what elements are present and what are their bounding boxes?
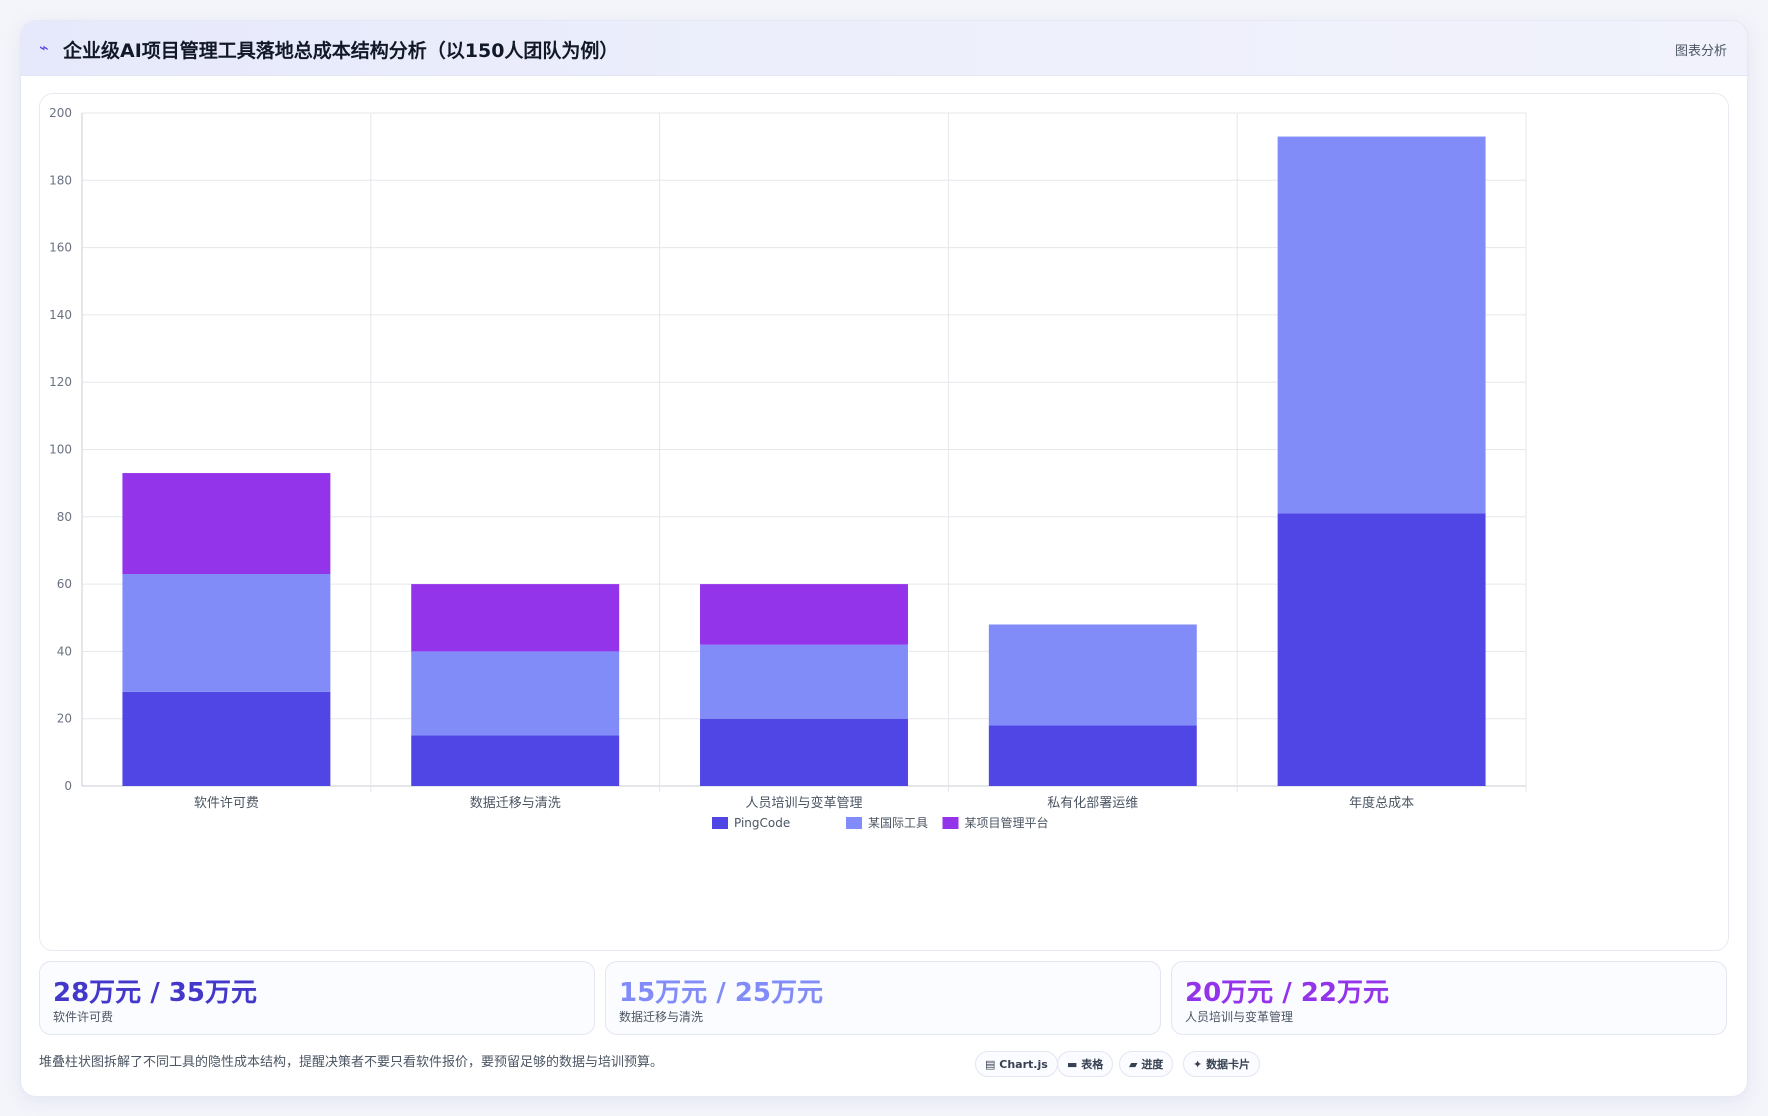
bar-segment [700, 718, 908, 786]
stat-value: 28万元 / 35万元 [53, 978, 257, 1008]
stat-card-migration: 15万元 / 25万元 数据迁移与清洗 [605, 961, 1161, 1035]
chart-icon: ▤ [985, 1058, 996, 1071]
bar-segment [122, 691, 331, 786]
legend-swatch [712, 817, 728, 829]
bar-segment [1277, 513, 1486, 786]
stat-card-license: 28万元 / 35万元 软件许可费 [39, 961, 595, 1035]
stat-label: 数据迁移与清洗 [619, 1010, 704, 1024]
bar-segment [411, 651, 620, 736]
x-tick-label: 私有化部署运维 [1047, 796, 1138, 811]
bar-segment [700, 644, 908, 719]
bar-segment [1277, 136, 1486, 514]
chart-analysis-link[interactable]: 图表分析 [1674, 44, 1727, 59]
bar-segment [122, 574, 331, 692]
chip-data-card[interactable]: ✦ 数据卡片 [1183, 1051, 1261, 1077]
footer-note: 堆叠柱状图拆解了不同工具的隐性成本结构，提醒决策者不要只看软件报价，要预留足够的… [39, 1055, 664, 1070]
chip-table[interactable]: ▬ 表格 [1057, 1051, 1114, 1077]
sparkle-icon: ✦ [1193, 1058, 1203, 1071]
card-header: ⌁ 企业级AI项目管理工具落地总成本结构分析（以150人团队为例） 图表分析 [21, 21, 1747, 76]
stat-value: 20万元 / 22万元 [1185, 978, 1389, 1008]
y-tick-label: 40 [57, 644, 72, 658]
y-tick-label: 100 [49, 443, 72, 457]
chip-chartjs[interactable]: ▤ Chart.js [975, 1051, 1058, 1077]
stat-label: 软件许可费 [53, 1010, 114, 1024]
chip-label: Chart.js [999, 1058, 1048, 1071]
chip-label: 表格 [1081, 1058, 1104, 1071]
legend-swatch [942, 817, 959, 829]
x-tick-label: 软件许可费 [194, 796, 259, 811]
chart-panel: 0 20 40 60 80 100 120 140 160 180 200 软件许可费 数据迁移与清洗 人… [39, 93, 1729, 951]
y-tick-label: 80 [57, 510, 72, 524]
bar-segment [411, 584, 620, 652]
trend-icon: ⌁ [39, 38, 49, 57]
bar-segment [700, 584, 908, 645]
stat-value: 15万元 / 25万元 [619, 978, 823, 1008]
stat-label: 人员培训与变革管理 [1185, 1010, 1294, 1024]
chip-label: 数据卡片 [1206, 1058, 1251, 1071]
bar-segment [988, 624, 1197, 726]
table-icon: ▬ [1067, 1058, 1078, 1071]
chart-card: ⌁ 企业级AI项目管理工具落地总成本结构分析（以150人团队为例） 图表分析 0… [20, 20, 1748, 1097]
y-tick-label: 60 [57, 577, 72, 591]
chip-progress[interactable]: ▰ 进度 [1119, 1051, 1174, 1077]
stat-card-training: 20万元 / 22万元 人员培训与变革管理 [1171, 961, 1727, 1035]
x-tick-label: 人员培训与变革管理 [745, 795, 862, 811]
y-tick-label: 180 [49, 173, 72, 187]
y-tick-label: 140 [49, 308, 72, 322]
x-tick-label: 数据迁移与清洗 [470, 796, 561, 811]
legend-label: 某国际工具 [868, 816, 928, 830]
y-tick-label: 200 [49, 106, 72, 120]
legend-label: 某项目管理平台 [965, 815, 1049, 830]
y-tick-label: 20 [57, 712, 72, 726]
y-tick-label: 0 [64, 779, 72, 793]
x-tick-label: 年度总成本 [1349, 795, 1414, 811]
y-tick-label: 120 [49, 375, 72, 389]
page-title: 企业级AI项目管理工具落地总成本结构分析（以150人团队为例） [63, 40, 619, 62]
bar-segment [411, 735, 620, 786]
legend-label: PingCode [734, 816, 790, 830]
chip-label: 进度 [1141, 1058, 1164, 1071]
bar-segment [122, 473, 331, 575]
progress-icon: ▰ [1129, 1058, 1138, 1071]
stacked-bar-chart: 0 20 40 60 80 100 120 140 160 180 200 软件许可费 数据迁移与清洗 人… [49, 106, 1527, 830]
bar-segment [988, 725, 1197, 786]
y-tick-label: 160 [49, 241, 72, 255]
legend-swatch [846, 817, 862, 829]
